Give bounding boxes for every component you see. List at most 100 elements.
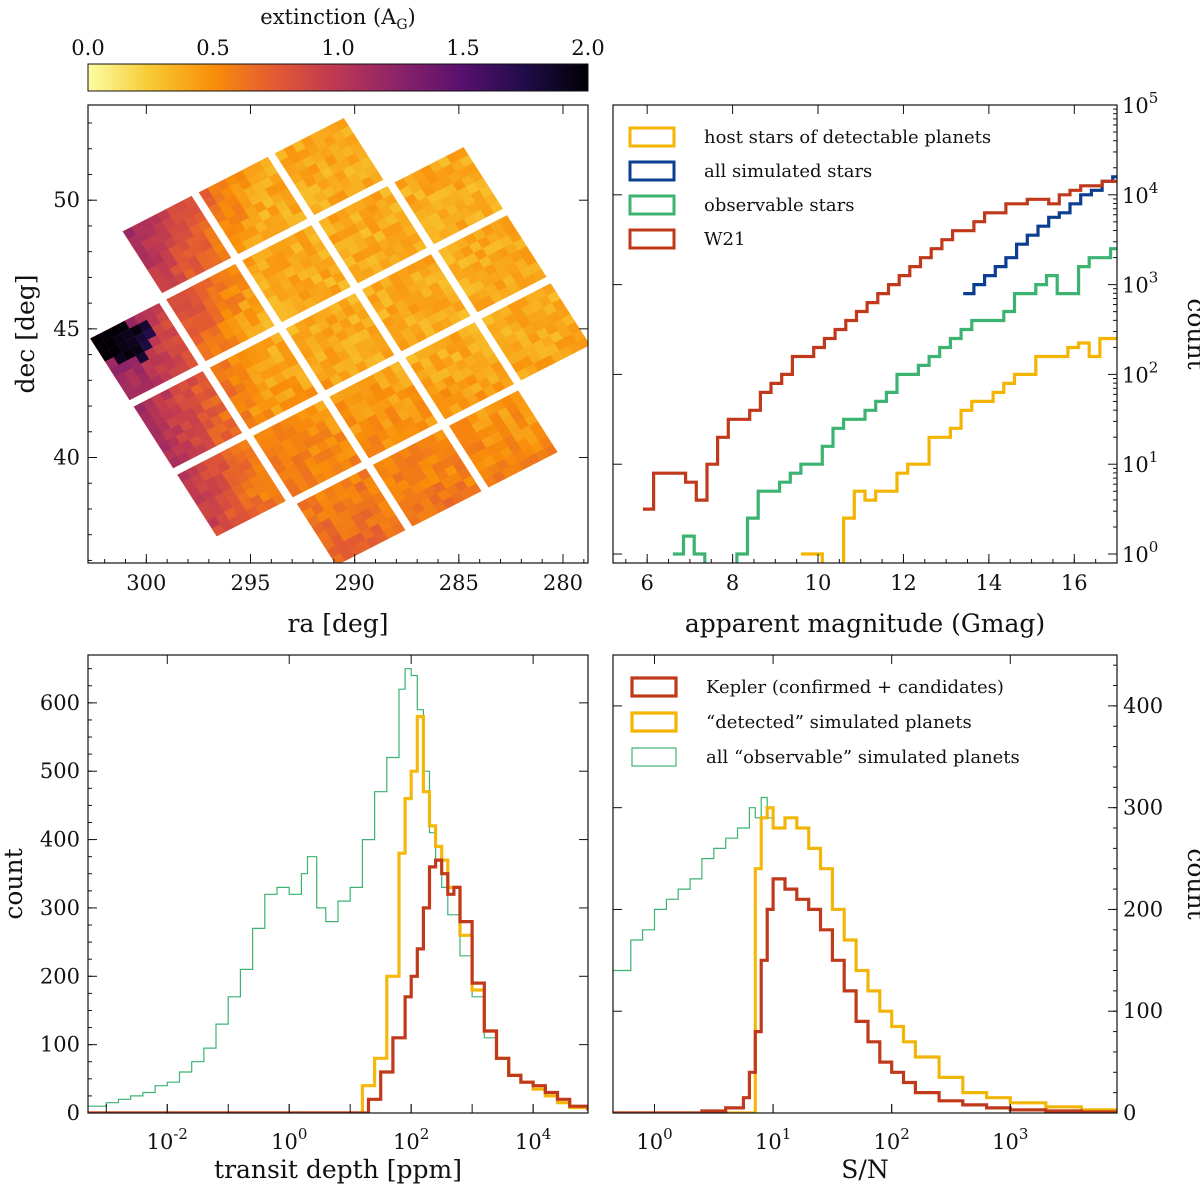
extinction-cell	[353, 480, 368, 493]
extinction-cell	[526, 312, 540, 325]
extinction-cell	[286, 253, 301, 266]
extinction-cell	[304, 386, 318, 399]
extinction-cell	[571, 329, 585, 342]
extinction-cell	[457, 468, 472, 481]
extinction-cell	[492, 259, 506, 272]
extinction-cell	[534, 429, 548, 442]
extinction-cell	[359, 156, 374, 169]
extinction-cell	[318, 408, 333, 421]
extinction-cell	[315, 158, 329, 171]
extinction-cell	[203, 195, 218, 208]
extinction-cell	[478, 467, 493, 480]
extinction-cell	[407, 302, 422, 315]
mag-xtick-label: 16	[1061, 571, 1088, 595]
mag-ytick-label: 105	[1122, 89, 1158, 118]
extinction-cell	[502, 414, 516, 427]
extinction-cell	[279, 278, 293, 291]
extinction-cell	[499, 235, 514, 248]
extinction-cell	[404, 244, 419, 257]
extinction-cell	[449, 421, 463, 434]
extinction-cell	[342, 165, 357, 178]
extinction-cell	[413, 258, 428, 271]
extinction-cell	[214, 280, 228, 293]
extinction-cell	[236, 279, 250, 292]
extinction-cell	[216, 460, 231, 473]
extinction-cell	[335, 541, 349, 554]
map-ytick-label: 50	[53, 188, 80, 212]
extinction-cell	[465, 252, 479, 265]
extinction-cell	[351, 161, 365, 174]
extinction-cell	[233, 170, 247, 183]
extinction-cell	[152, 342, 167, 355]
extinction-cell	[337, 369, 352, 382]
extinction-cell	[334, 400, 348, 413]
extinction-cell	[475, 197, 490, 210]
extinction-cell	[218, 218, 233, 231]
extinction-cell	[406, 494, 420, 507]
extinction-cell	[272, 302, 286, 315]
extinction-cell	[204, 476, 218, 489]
extinction-cell	[405, 404, 420, 417]
extinction-cell	[361, 527, 375, 540]
snr-ytick-label: 300	[1123, 796, 1163, 820]
extinction-cell	[235, 331, 249, 344]
snr-series	[613, 796, 1117, 1113]
extinction-cell	[422, 325, 436, 338]
extinction-cell	[301, 416, 315, 429]
extinction-cell	[241, 377, 256, 390]
extinction-cell	[349, 141, 364, 154]
extinction-cell	[327, 142, 342, 155]
extinction-cell	[328, 283, 342, 296]
snr-ytick-label: 100	[1123, 999, 1163, 1023]
depth-ytick-label: 600	[40, 691, 80, 715]
xtick-label: 102	[874, 1125, 910, 1154]
extinction-cell	[139, 339, 153, 352]
extinction-cell	[202, 297, 216, 310]
extinction-cell	[335, 208, 350, 221]
extinction-cell	[382, 245, 396, 258]
extinction-cell	[494, 227, 509, 240]
extinction-cell	[257, 279, 271, 292]
extinction-cell	[270, 422, 285, 435]
extinction-cell	[280, 297, 295, 310]
extinction-cell	[383, 193, 398, 206]
extinction-cell	[525, 433, 539, 446]
extinction-cell	[116, 320, 130, 333]
extinction-cell	[403, 173, 417, 186]
extinction-cell	[305, 354, 320, 367]
extinction-cell	[326, 334, 341, 347]
extinction-cell	[332, 220, 346, 233]
extinction-cell	[273, 250, 287, 263]
extinction-cell	[127, 356, 141, 369]
extinction-cell	[392, 491, 407, 504]
extinction-cell	[387, 393, 401, 406]
extinction-cell	[200, 277, 215, 290]
extinction-cell	[329, 392, 344, 405]
extinction-cell	[326, 455, 340, 468]
extinction-cell	[232, 362, 246, 375]
extinction-cell	[229, 393, 244, 406]
extinction-cell	[473, 459, 488, 472]
extinction-cell	[169, 264, 183, 277]
extinction-cell	[424, 505, 439, 518]
extinction-cell	[160, 408, 175, 421]
extinction-cell	[338, 529, 353, 542]
extinction-cell	[291, 331, 305, 344]
extinction-cell	[549, 330, 563, 343]
extinction-cell	[167, 436, 181, 449]
extinction-cell	[381, 437, 395, 450]
extinction-cell	[248, 474, 263, 487]
extinction-cell	[480, 205, 495, 218]
extinction-cell	[367, 292, 381, 305]
extinction-cell	[310, 151, 325, 164]
extinction-cell	[471, 280, 485, 293]
extinction-cell	[332, 150, 347, 163]
extinction-cell	[378, 186, 393, 199]
extinction-cell	[518, 457, 532, 470]
extinction-cell	[488, 271, 503, 284]
legend-swatch-3	[628, 228, 676, 250]
extinction-cell	[310, 272, 324, 285]
extinction-cell	[389, 432, 404, 445]
extinction-cell	[370, 262, 384, 275]
extinction-cell	[524, 273, 538, 286]
